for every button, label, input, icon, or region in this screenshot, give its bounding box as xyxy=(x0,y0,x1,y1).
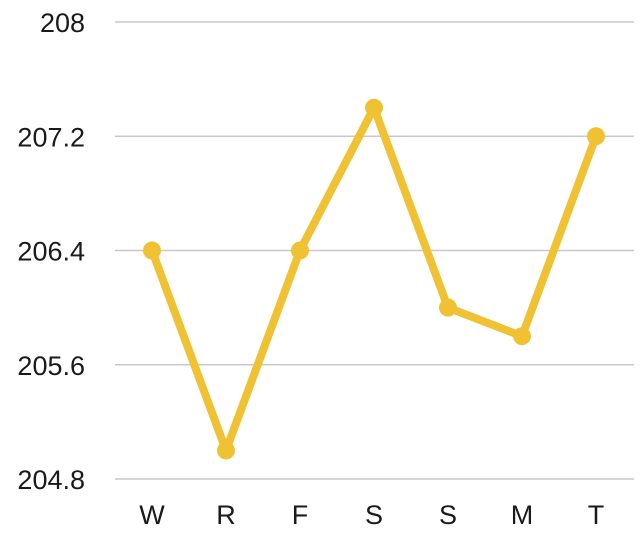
y-tick-label: 205.6 xyxy=(17,351,85,381)
data-point xyxy=(365,98,383,117)
x-tick-label: W xyxy=(139,500,165,530)
data-point xyxy=(439,298,457,317)
x-tick-label: S xyxy=(365,500,383,530)
data-point xyxy=(587,127,605,146)
y-tick-label: 208 xyxy=(40,8,85,38)
x-tick-label: M xyxy=(511,500,534,530)
x-tick-label: R xyxy=(216,500,236,530)
y-tick-label: 207.2 xyxy=(17,122,85,152)
data-point xyxy=(217,441,235,460)
series-line xyxy=(148,103,600,455)
x-tick-label: T xyxy=(588,500,605,530)
y-axis-tick-labels: 204.8 205.6 206.4 207.2 208 xyxy=(17,8,85,495)
data-point xyxy=(291,241,309,260)
x-tick-label: S xyxy=(439,500,457,530)
y-gridlines xyxy=(115,21,634,480)
data-point xyxy=(513,327,531,346)
series-layer xyxy=(143,98,605,460)
y-tick-label: 204.8 xyxy=(17,465,85,495)
y-tick-label: 206.4 xyxy=(17,237,85,267)
data-point xyxy=(143,241,161,260)
x-tick-label: F xyxy=(292,500,309,530)
